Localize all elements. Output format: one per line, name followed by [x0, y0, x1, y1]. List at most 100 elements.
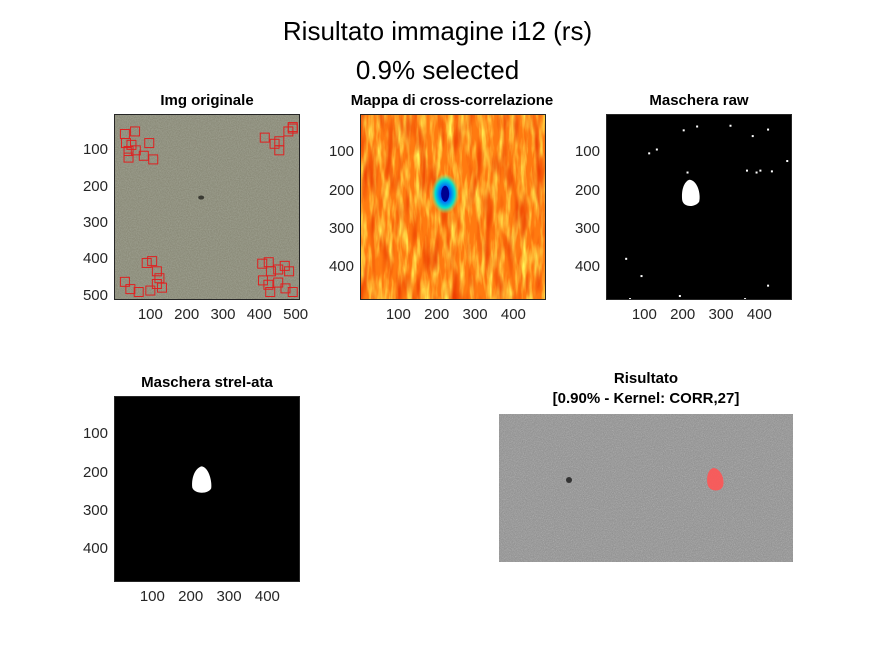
x-tick-label: 300 — [708, 306, 734, 323]
detection-box — [156, 282, 167, 293]
detection-box — [273, 264, 284, 275]
x-tick-label: 300 — [462, 306, 488, 323]
detection-box — [151, 266, 162, 277]
mask-raw-speck — [767, 128, 770, 131]
mask-raw-speck — [655, 148, 658, 151]
axes-frame — [114, 114, 300, 300]
detection-box — [274, 145, 285, 156]
img-originale-plot — [114, 114, 300, 300]
x-tick-label: 400 — [254, 588, 280, 605]
detection-box — [130, 145, 141, 156]
detection-box — [265, 287, 276, 298]
detection-box — [287, 287, 298, 298]
detection-box — [119, 276, 130, 287]
y-tick-label: 400 — [82, 250, 108, 268]
mask-raw-speck — [648, 152, 651, 155]
y-tick-label: 400 — [328, 258, 354, 276]
y-tick-label: 300 — [574, 220, 600, 238]
mask-raw-speck — [678, 295, 681, 298]
y-tick-label: 400 — [82, 540, 108, 558]
detection-box — [145, 285, 156, 296]
plot-title-mappa-cross: Mappa di cross-correlazione — [350, 92, 554, 109]
plot-title-risultato: Risultato — [613, 370, 679, 387]
detection-box — [273, 277, 284, 288]
detection-box — [151, 279, 162, 290]
detection-box — [148, 154, 159, 165]
mask-strel-blob — [192, 466, 212, 493]
detection-box — [125, 284, 136, 295]
result-left-spot — [566, 477, 572, 483]
maschera-strel-plot — [114, 396, 300, 582]
y-tick-label: 100 — [574, 143, 600, 161]
xcorr-minimum-core — [441, 185, 450, 202]
x-tick-label: 400 — [500, 306, 526, 323]
detection-box — [130, 126, 141, 137]
result-overlay-region — [707, 468, 724, 491]
detection-box — [123, 152, 134, 163]
x-tick-label: 100 — [137, 306, 163, 323]
plot-title-img-originale: Img originale — [160, 92, 254, 109]
plot-subtitle-risultato: [0.90% - Kernel: CORR,27] — [552, 390, 740, 407]
x-tick-label: 400 — [246, 306, 272, 323]
mask-raw-speck — [625, 257, 628, 260]
detection-box — [144, 138, 155, 149]
x-tick-label: 100 — [385, 306, 411, 323]
mask-raw-speck — [640, 275, 643, 278]
detection-box — [280, 283, 291, 294]
y-tick-label: 300 — [82, 502, 108, 520]
x-tick-label: 400 — [746, 306, 772, 323]
y-tick-label: 100 — [82, 141, 108, 159]
mask-raw-speck — [767, 284, 770, 287]
y-tick-label: 500 — [82, 286, 108, 304]
y-tick-label: 200 — [82, 463, 108, 481]
mask-raw-speck — [770, 170, 773, 173]
detection-box — [120, 138, 131, 149]
mask-raw-speck — [686, 171, 689, 174]
detection-box — [259, 132, 270, 143]
x-tick-label: 200 — [174, 306, 200, 323]
mask-raw-speck — [729, 124, 732, 127]
mask-raw-blob — [681, 179, 700, 207]
detection-box — [265, 266, 276, 277]
y-tick-label: 300 — [328, 220, 354, 238]
x-tick-label: 200 — [670, 306, 696, 323]
y-tick-label: 400 — [574, 258, 600, 276]
plot-title-maschera-strel: Maschera strel-ata — [141, 374, 273, 391]
y-tick-label: 200 — [82, 177, 108, 195]
axes-frame — [114, 396, 300, 582]
y-tick-label: 100 — [328, 143, 354, 161]
img-originale-dark-spot — [198, 195, 205, 200]
x-tick-label: 300 — [216, 588, 242, 605]
result-noise — [499, 414, 793, 562]
maschera-raw-plot — [606, 114, 792, 301]
mask-raw-speck — [751, 135, 754, 138]
detection-box — [257, 258, 268, 269]
mask-raw-speck — [745, 169, 748, 172]
detection-box — [133, 287, 144, 298]
mask-raw-speck — [755, 171, 758, 174]
x-tick-label: 100 — [631, 306, 657, 323]
mask-raw-background — [606, 114, 792, 300]
y-tick-label: 300 — [82, 213, 108, 231]
detection-box — [287, 123, 298, 134]
axes-frame — [360, 114, 546, 300]
mappa-cross-plot — [360, 114, 546, 300]
detection-box — [263, 279, 274, 290]
x-tick-label: 100 — [139, 588, 165, 605]
figure-subtitle: 0.9% selected — [355, 55, 520, 85]
mask-raw-speck — [696, 125, 699, 128]
detection-box — [141, 257, 152, 268]
img-originale-noise — [114, 114, 300, 300]
plot-title-maschera-raw: Maschera raw — [649, 92, 749, 109]
x-tick-label: 200 — [178, 588, 204, 605]
figure-title: Risultato immagine i12 (rs) — [282, 16, 593, 46]
y-tick-label: 200 — [574, 181, 600, 199]
detection-box — [147, 256, 158, 267]
x-tick-label: 500 — [283, 306, 309, 323]
y-tick-label: 100 — [82, 425, 108, 443]
mask-raw-speck — [759, 169, 762, 172]
detection-box — [284, 266, 295, 277]
mask-raw-speck — [786, 160, 789, 163]
mask-raw-speck — [682, 129, 685, 132]
detection-box — [123, 146, 134, 157]
